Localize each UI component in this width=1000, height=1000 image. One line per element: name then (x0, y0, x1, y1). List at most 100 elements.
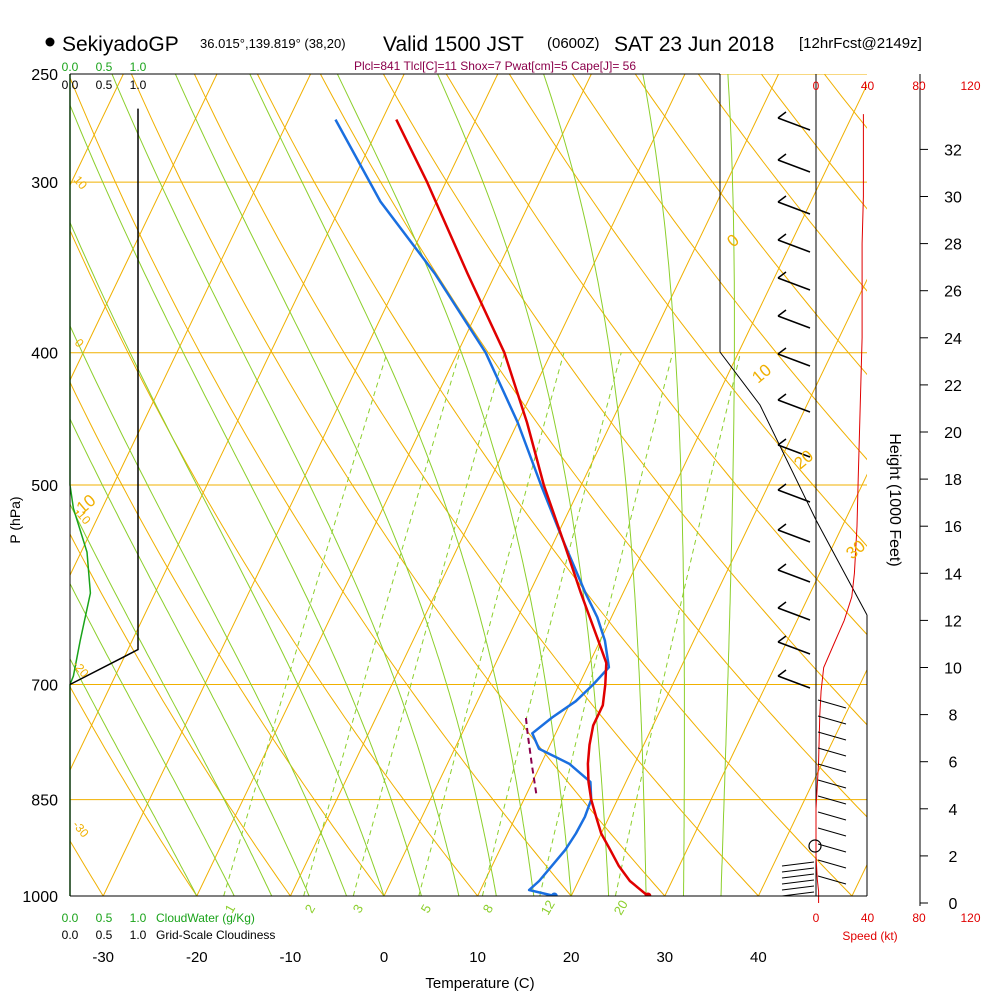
height-axis-label: Height (1000 Feet) (886, 433, 903, 566)
wind-barb (817, 747, 847, 757)
wind-barb (777, 153, 787, 161)
moist-adiabat-line (70, 503, 273, 896)
wind-barb (777, 569, 811, 583)
speed-tick-label: 40 (861, 911, 875, 925)
wind-barb (817, 763, 847, 773)
wind-barb (777, 315, 811, 329)
surface-temperature-point (644, 892, 652, 896)
calm-wind-circle (808, 839, 822, 853)
cloudwater-tick-label: 1.0 (130, 60, 147, 74)
pressure-tick-label: 500 (31, 478, 58, 495)
height-tick-label: 28 (944, 237, 962, 254)
temperature-tick-label: -10 (280, 949, 302, 966)
wind-barb (777, 239, 811, 253)
dry-adiabat-line (70, 533, 291, 896)
wind-barb (817, 843, 847, 853)
dry-adiabat-line (0, 74, 10, 896)
moist-adiabat-line (70, 324, 348, 896)
cloudwater-tick-label: 0.0 (62, 60, 79, 74)
isotherm-line (289, 74, 686, 896)
wind-barb (777, 347, 787, 355)
isotherm-line (70, 74, 405, 772)
mixing-ratio-line (352, 352, 506, 896)
dry-adiabat-line (256, 74, 853, 896)
station-dot-icon (45, 37, 55, 47)
wind-barb (777, 607, 811, 621)
height-tick-label: 32 (944, 142, 962, 159)
wind-barb (777, 675, 811, 689)
dry-adiabat-line (193, 74, 759, 896)
pressure-tick-label: 250 (31, 67, 58, 84)
wind-barb (817, 795, 847, 805)
dry-adiabat-line (508, 74, 867, 547)
wind-barb (817, 779, 847, 789)
cloudiness-tick-label: 0.5 (96, 78, 113, 92)
cloudiness-tick-label: 0.5 (96, 928, 113, 942)
cloudiness-tick-label: 0.0 (62, 78, 79, 92)
x-axis-label: Temperature (C) (425, 975, 534, 992)
mixing-ratio-line (614, 352, 741, 896)
mixing-ratio-label: 12 (538, 897, 558, 917)
dry-adiabat-line (70, 229, 478, 896)
speed-axis-label: Speed (kt) (842, 929, 897, 943)
isotherm-line (196, 74, 592, 896)
pressure-tick-label: 700 (31, 678, 58, 695)
moist-adiabat-line (642, 74, 685, 896)
wind-barb (781, 891, 815, 897)
wind-barb (817, 875, 847, 885)
moist-adiabat-line (543, 74, 647, 896)
isotherm-line (383, 74, 780, 896)
moist-adiabat-line (70, 582, 235, 896)
moist-adiabat-line (437, 74, 610, 896)
mixing-ratio-label: 2 (302, 902, 319, 916)
moist-adiabat-line (70, 221, 385, 896)
cloudiness-tick-label: 0.0 (62, 928, 79, 942)
wind-barb (817, 731, 847, 741)
moist-adiabat-line (174, 74, 497, 896)
cloudiness-tick-label: 1.0 (130, 928, 147, 942)
dewpoint-profile-line (334, 118, 611, 896)
moist-adiabat-line (720, 74, 735, 896)
height-tick-label: 14 (944, 566, 962, 583)
wind-barb (777, 159, 811, 173)
wind-barb (777, 529, 811, 543)
moist-adiabat-line (70, 103, 422, 896)
mixing-ratio-label: 3 (350, 902, 367, 916)
dry-adiabat-line (70, 381, 385, 896)
wind-barb (777, 641, 811, 655)
cloudwater-tick-label: 0.0 (62, 911, 79, 925)
mixing-ratio-line (539, 352, 674, 896)
wind-barb (777, 117, 811, 131)
parcel-profile-line (524, 717, 538, 794)
wind-barb (777, 277, 811, 291)
wind-barb (817, 859, 847, 869)
speed-tick-label: 120 (960, 911, 980, 925)
height-tick-label: 30 (944, 190, 962, 207)
wind-barb (777, 271, 787, 279)
wind-barb (777, 233, 787, 241)
mixing-ratio-label: 8 (480, 902, 497, 916)
temperature-tick-label: 10 (469, 949, 486, 966)
wind-barb (781, 861, 815, 867)
wind-barb (777, 635, 787, 643)
mixing-ratio-line (223, 352, 388, 896)
y-axis-label: P (hPa) (7, 496, 23, 543)
dry-adiabat-line (70, 76, 572, 896)
mixing-ratio-line (418, 352, 565, 896)
station-name: SekiyadoGP (62, 33, 179, 56)
wind-barb (781, 879, 815, 885)
cloudwater-profile-line (69, 74, 92, 896)
wind-barb (817, 811, 847, 821)
wind-barb (817, 699, 847, 709)
moist-adiabat-line (249, 74, 535, 896)
height-tick-label: 22 (944, 378, 962, 395)
temperature-profile-line (395, 119, 649, 896)
temperature-tick-label: -20 (186, 949, 208, 966)
valid-date: SAT 23 Jun 2018 (614, 33, 774, 56)
speed-tick-label: 0 (813, 79, 820, 93)
height-tick-label: 12 (944, 613, 962, 630)
height-tick-label: 20 (944, 425, 962, 442)
isotherm-line (70, 74, 312, 577)
mixing-ratio-label: 5 (418, 902, 435, 916)
